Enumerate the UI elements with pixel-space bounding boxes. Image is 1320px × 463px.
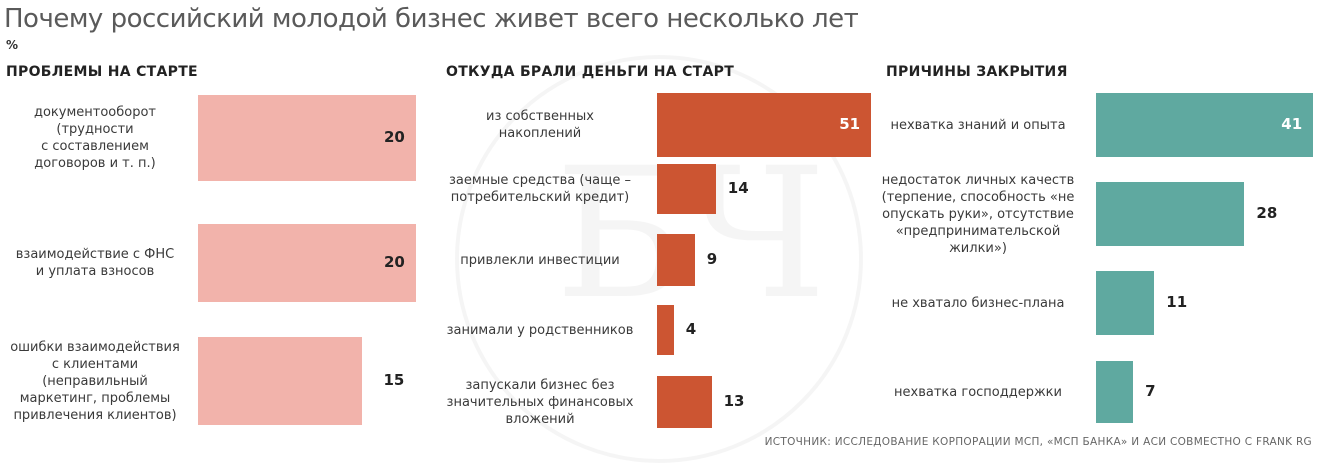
category-label-p2-4: занимали у родственников bbox=[446, 322, 634, 338]
value-label-p2-5: 13 bbox=[723, 392, 745, 410]
value-label-p3-2: 28 bbox=[1256, 204, 1278, 222]
value-label-p3-1: 41 bbox=[1281, 115, 1303, 133]
bar-p3-1 bbox=[1096, 93, 1314, 157]
category-label-p3-1: нехватка знаний и опыта bbox=[890, 117, 1066, 133]
category-label-p2-3: привлекли инвестиции bbox=[460, 252, 620, 268]
value-label-p3-4: 7 bbox=[1145, 382, 1156, 400]
bar-p2-5 bbox=[657, 376, 712, 428]
value-label-p1-1: 20 bbox=[384, 128, 405, 146]
bar-p3-3 bbox=[1096, 271, 1155, 335]
category-label-p2-2: заемные средства (чаще – потребительский … bbox=[448, 173, 632, 205]
bar-p2-4 bbox=[657, 305, 674, 355]
page-title: Почему российский молодой бизнес живет в… bbox=[4, 4, 859, 34]
bar-p2-3 bbox=[657, 234, 695, 286]
bar-p3-2 bbox=[1096, 182, 1245, 246]
value-label-p2-4: 4 bbox=[685, 320, 697, 338]
bar-p1-1 bbox=[198, 95, 416, 181]
source-note: ИСТОЧНИК: ИССЛЕДОВАНИЕ КОРПОРАЦИИ МСП, «… bbox=[764, 436, 1312, 448]
value-label-p2-2: 14 bbox=[727, 179, 749, 197]
category-label-p1-3: ошибки взаимодействия с клиентами (неправи… bbox=[10, 339, 180, 423]
bar-p3-4 bbox=[1096, 361, 1134, 423]
category-label-p2-5: запускали бизнес без значительных финансо… bbox=[446, 377, 634, 427]
bar-p1-3 bbox=[198, 337, 362, 425]
bar-p2-1 bbox=[657, 93, 872, 157]
category-label-p3-4: нехватка господдержки bbox=[894, 384, 1062, 400]
panel-title-closure-reasons: ПРИЧИНЫ ЗАКРЫТИЯ bbox=[886, 64, 1068, 80]
value-label-p1-2: 20 bbox=[384, 253, 405, 271]
value-label-p2-1: 51 bbox=[839, 115, 861, 133]
category-label-p1-2: взаимодействие с ФНС и уплата взносов bbox=[15, 247, 175, 279]
category-label-p3-2: недостаток личных качеств (терпение, спос… bbox=[881, 172, 1075, 256]
value-label-p3-3: 11 bbox=[1166, 293, 1188, 311]
bar-p1-2 bbox=[198, 224, 416, 302]
value-label-p1-3: 15 bbox=[383, 371, 405, 389]
panel-title-start-problems: ПРОБЛЕМЫ НА СТАРТЕ bbox=[6, 64, 198, 80]
bar-p2-2 bbox=[657, 164, 716, 214]
category-label-p1-1: документооборот (трудности с составлением д… bbox=[33, 105, 157, 171]
category-label-p2-1: из собственных накоплений bbox=[486, 109, 594, 141]
category-label-p3-3: не хватало бизнес-плана bbox=[891, 295, 1065, 311]
panel-title-funding-sources: ОТКУДА БРАЛИ ДЕНЬГИ НА СТАРТ bbox=[446, 64, 735, 80]
unit-label: % bbox=[6, 38, 19, 52]
value-label-p2-3: 9 bbox=[706, 250, 718, 268]
